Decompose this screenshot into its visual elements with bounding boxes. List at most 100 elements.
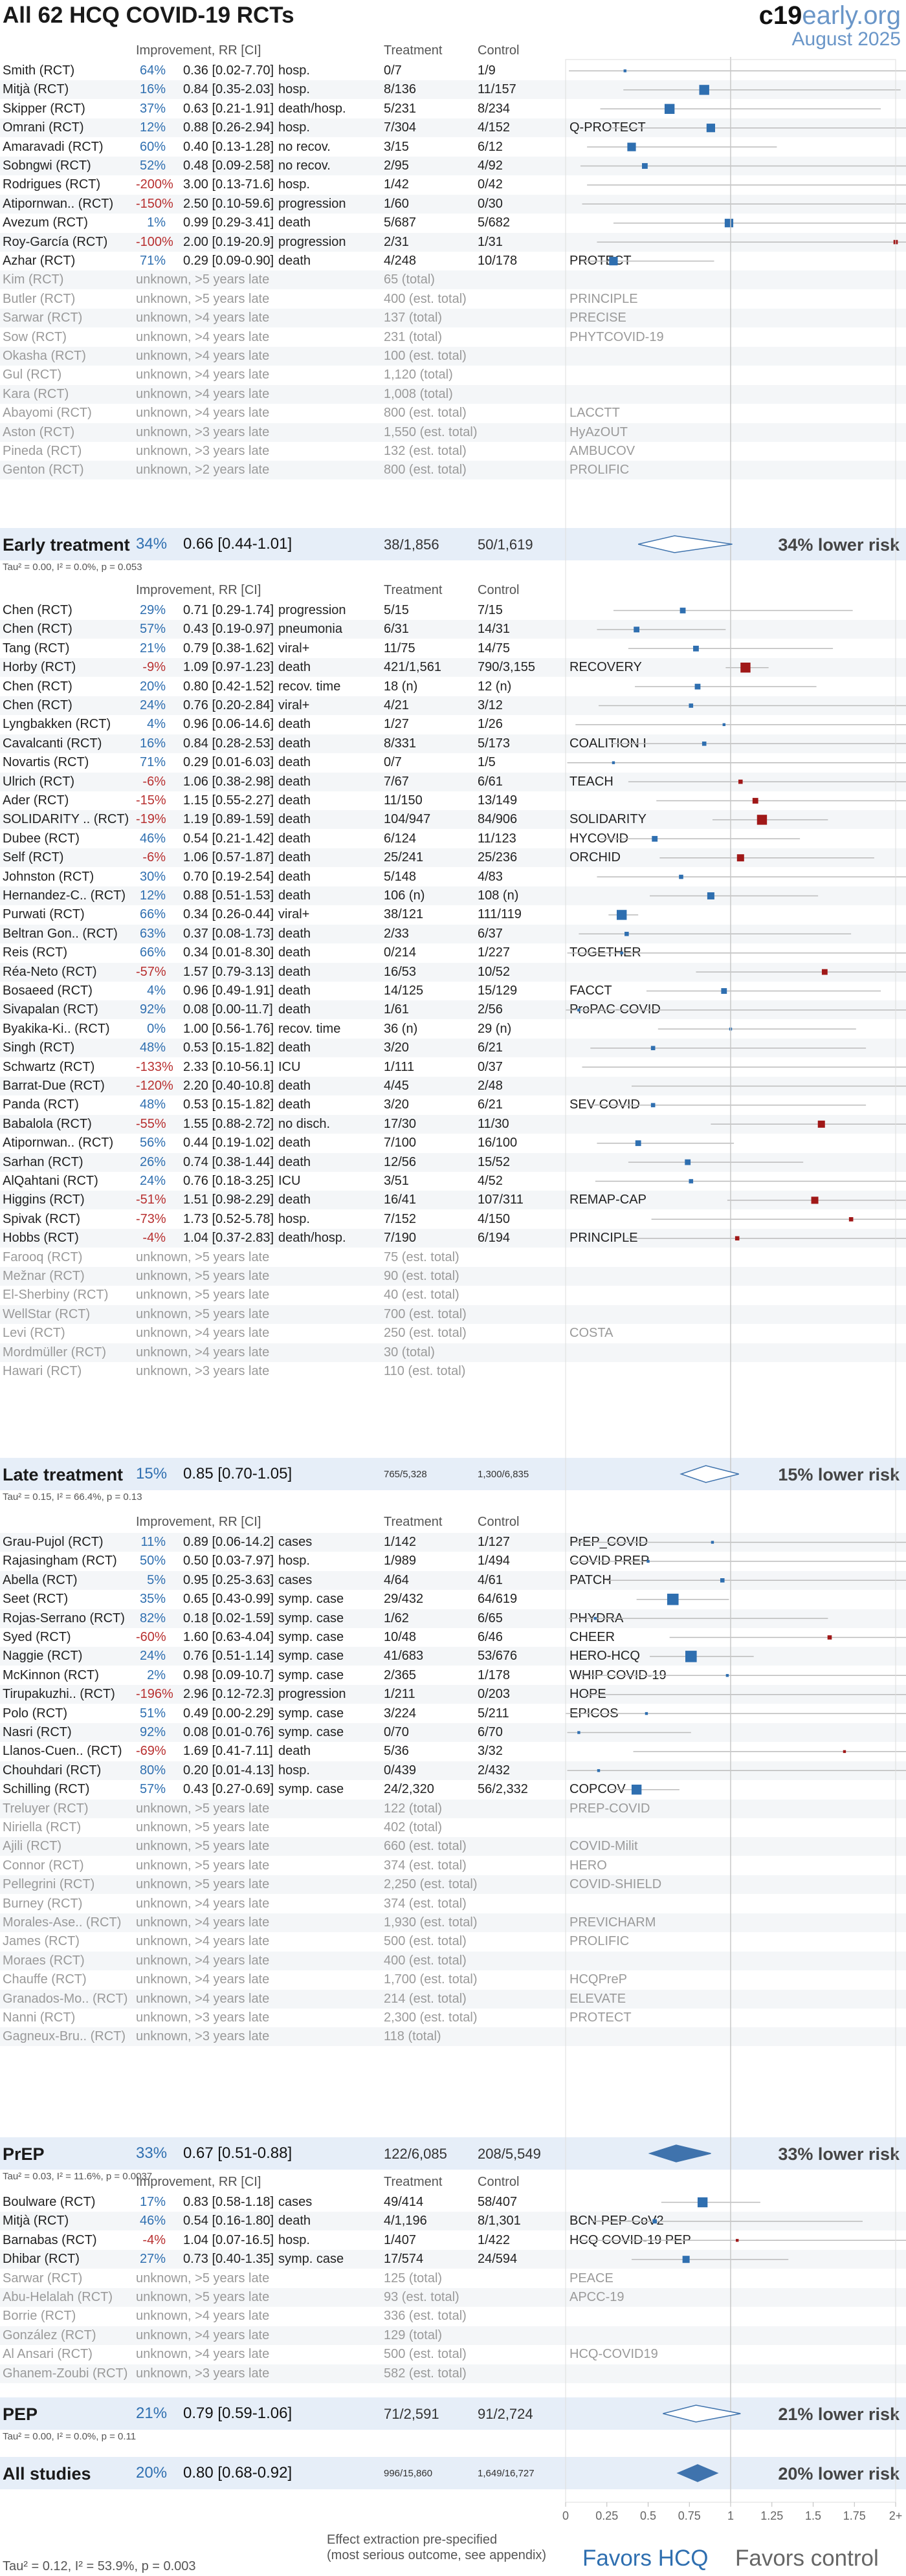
pending-study-row[interactable]: James (RCT) unknown, >4 years late 500 (es…	[0, 1932, 906, 1951]
pending-study-row[interactable]: Nanni (RCT) unknown, >3 years late 2,300 (…	[0, 2009, 906, 2027]
pending-study-row[interactable]: Levi (RCT) unknown, >4 years late 250 (est…	[0, 1324, 906, 1343]
study-row[interactable]: Seet (RCT) 35% 0.65 [0.43-0.99] symp. case 2…	[0, 1590, 906, 1609]
control-count: 5/682	[478, 215, 511, 230]
pending-study-row[interactable]: Connor (RCT) unknown, >5 years late 374 (e…	[0, 1856, 906, 1875]
pending-study-row[interactable]: Genton (RCT) unknown, >2 years late 800 (e…	[0, 461, 906, 480]
pending-study-row[interactable]: Sarwar (RCT) unknown, >5 years late 125 (t…	[0, 2269, 906, 2288]
study-row[interactable]: Ader (RCT) -15% 1.15 [0.55-2.27] death 11/15…	[0, 791, 906, 810]
pending-study-row[interactable]: Granados-Mo.. (RCT) unknown, >4 years lat…	[0, 1989, 906, 2009]
study-name: Rajasingham (RCT)	[3, 1554, 117, 1569]
study-row[interactable]: Azhar (RCT) 71% 0.29 [0.09-0.90] death 4/248…	[0, 252, 906, 270]
study-row[interactable]: Llanos-Cuen.. (RCT) -69% 1.69 [0.41-7.11] d…	[0, 1742, 906, 1761]
pending-study-row[interactable]: Burney (RCT) unknown, >4 years late 374 (e…	[0, 1895, 906, 1913]
trial-acronym: TEACH	[569, 774, 613, 789]
outcome-label: death	[278, 1154, 311, 1169]
pending-study-row[interactable]: Mordmüller (RCT) unknown, >4 years late 30…	[0, 1343, 906, 1362]
pending-study-row[interactable]: Borrie (RCT) unknown, >4 years late 336 (e…	[0, 2307, 906, 2326]
pending-study-row[interactable]: Pineda (RCT) unknown, >3 years late 132 (e…	[0, 442, 906, 461]
pending-study-row[interactable]: Chauffe (RCT) unknown, >4 years late 1,700…	[0, 1970, 906, 1989]
study-row[interactable]: Polo (RCT) 51% 0.49 [0.00-2.29] symp. case 3…	[0, 1704, 906, 1723]
study-row[interactable]: Schwartz (RCT) -133% 2.33 [0.10-56.1] ICU 1/…	[0, 1058, 906, 1077]
summary-diamond	[648, 2144, 711, 2163]
pending-study-row[interactable]: Gul (RCT) unknown, >4 years late 1,120 (to…	[0, 366, 906, 384]
pending-study-row[interactable]: Sow (RCT) unknown, >4 years late 231 (tota…	[0, 328, 906, 347]
study-row[interactable]: Sarhan (RCT) 26% 0.74 [0.38-1.44] death 12/5…	[0, 1152, 906, 1172]
control-count: 8/1,301	[478, 2214, 521, 2229]
study-row[interactable]: Nasri (RCT) 92% 0.08 [0.01-0.76] symp. case…	[0, 1723, 906, 1742]
study-row[interactable]: Chen (RCT) 29% 0.71 [0.29-1.74] progression…	[0, 601, 906, 620]
rr-ci-value: 0.76 [0.18-3.25]	[183, 1174, 274, 1188]
study-row[interactable]: Byakika-Ki.. (RCT) 0% 1.00 [0.56-1.76] reco…	[0, 1020, 906, 1039]
header-control: Control	[478, 43, 520, 58]
pending-study-row[interactable]: Ghanem-Zoubi (RCT) unknown, >3 years late…	[0, 2364, 906, 2383]
brand-logo[interactable]: c19early.org	[759, 1, 901, 30]
study-row[interactable]: Tirupakuzhi.. (RCT) -196% 2.96 [0.12-72.3]…	[0, 1685, 906, 1704]
pending-study-row[interactable]: Pellegrini (RCT) unknown, >5 years late 2,…	[0, 1875, 906, 1895]
study-row[interactable]: Spivak (RCT) -73% 1.73 [0.52-5.78] hosp. 7/1…	[0, 1210, 906, 1229]
pending-study-row[interactable]: El-Sherbiny (RCT) unknown, >5 years late 4…	[0, 1286, 906, 1305]
study-row[interactable]: Singh (RCT) 48% 0.53 [0.15-1.82] death 3/20 6…	[0, 1039, 906, 1058]
pending-study-row[interactable]: Niriella (RCT) unknown, >5 years late 402 …	[0, 1818, 906, 1837]
study-name: Granados-Mo.. (RCT)	[3, 1991, 128, 2006]
study-row[interactable]: Johnston (RCT) 30% 0.70 [0.19-2.54] death 5/…	[0, 868, 906, 886]
trial-acronym: RECOVERY	[569, 660, 642, 675]
pending-study-row[interactable]: Abu-Helalah (RCT) unknown, >5 years late 9…	[0, 2288, 906, 2307]
status-text: unknown, >4 years late	[136, 368, 270, 382]
summary-treatment: 38/1,856	[384, 536, 439, 553]
study-row[interactable]: SOLIDARITY .. (RCT) -19% 1.19 [0.89-1.59] d…	[0, 810, 906, 830]
study-row[interactable]: Atipornwan.. (RCT) 56% 0.44 [0.19-1.02] dea…	[0, 1134, 906, 1152]
rr-ci-value: 0.71 [0.29-1.74]	[183, 603, 274, 617]
study-row[interactable]: Schilling (RCT) 57% 0.43 [0.27-0.69] symp. …	[0, 1780, 906, 1799]
study-row[interactable]: Cavalcanti (RCT) 16% 0.84 [0.28-2.53] death…	[0, 734, 906, 753]
pending-study-row[interactable]: Mežnar (RCT) unknown, >5 years late 90 (es…	[0, 1267, 906, 1286]
pending-study-row[interactable]: Morales-Ase.. (RCT) unknown, >4 years lat…	[0, 1913, 906, 1932]
pending-study-row[interactable]: Gagneux-Bru.. (RCT) unknown, >3 years lat…	[0, 2027, 906, 2047]
study-row[interactable]: Syed (RCT) -60% 1.60 [0.63-4.04] symp. case…	[0, 1628, 906, 1647]
effect-marker	[685, 1159, 691, 1165]
pending-study-row[interactable]: Okasha (RCT) unknown, >4 years late 100 (e…	[0, 347, 906, 366]
study-row[interactable]: Smith (RCT) 64% 0.36 [0.02-7.70] hosp. 0/7 1/…	[0, 61, 906, 80]
pending-study-row[interactable]: Aston (RCT) unknown, >3 years late 1,550 (…	[0, 423, 906, 442]
pending-study-row[interactable]: Butler (RCT) unknown, >5 years late 400 (e…	[0, 290, 906, 309]
pending-study-row[interactable]: Kim (RCT) unknown, >5 years late 65 (total…	[0, 270, 906, 290]
study-row[interactable]: Avezum (RCT) 1% 0.99 [0.29-3.41] death 5/687…	[0, 214, 906, 232]
study-row[interactable]: Lyngbakken (RCT) 4% 0.96 [0.06-14.6] death 1…	[0, 715, 906, 734]
study-row[interactable]: Purwati (RCT) 66% 0.34 [0.26-0.44] viral+ 38…	[0, 905, 906, 924]
study-row[interactable]: Skipper (RCT) 37% 0.63 [0.21-1.91] death/ho…	[0, 100, 906, 118]
study-row[interactable]: Bosaeed (RCT) 4% 0.96 [0.49-1.91] death 14/1…	[0, 982, 906, 1000]
treatment-count: 118 (total)	[384, 2029, 441, 2044]
pending-study-row[interactable]: WellStar (RCT) unknown, >5 years late 700 …	[0, 1305, 906, 1324]
pending-study-row[interactable]: Farooq (RCT) unknown, >5 years late 75 (es…	[0, 1248, 906, 1267]
study-row[interactable]: Rodrigues (RCT) -200% 3.00 [0.13-71.6] hosp…	[0, 175, 906, 194]
study-name: Butler (RCT)	[3, 291, 76, 306]
pending-study-row[interactable]: Kara (RCT) unknown, >4 years late 1,008 (t…	[0, 384, 906, 404]
status-text: unknown, >4 years late	[136, 1953, 270, 1968]
pending-study-row[interactable]: Abayomi (RCT) unknown, >4 years late 800 (…	[0, 404, 906, 423]
study-row[interactable]: Boulware (RCT) 17% 0.83 [0.58-1.18] cases 49…	[0, 2193, 906, 2212]
improvement-value: 16%	[139, 82, 166, 97]
study-row[interactable]: Dubee (RCT) 46% 0.54 [0.21-1.42] death 6/124…	[0, 830, 906, 848]
pending-study-row[interactable]: Sarwar (RCT) unknown, >4 years late 137 (t…	[0, 309, 906, 328]
group-summary-row: PrEP 33% 0.67 [0.51-0.88] 122/6,085 208/5,54…	[0, 2137, 906, 2170]
study-row[interactable]: McKinnon (RCT) 2% 0.98 [0.09-10.7] symp. ca…	[0, 1666, 906, 1685]
study-row[interactable]: Tang (RCT) 21% 0.79 [0.38-1.62] viral+ 11/75…	[0, 639, 906, 658]
pending-study-row[interactable]: González (RCT) unknown, >4 years late 129 …	[0, 2326, 906, 2345]
pending-study-row[interactable]: Treluyer (RCT) unknown, >5 years late 122 …	[0, 1799, 906, 1818]
pending-study-row[interactable]: Al Ansari (RCT) unknown, >4 years late 500…	[0, 2345, 906, 2364]
pending-study-row[interactable]: Hawari (RCT) unknown, >3 years late 110 (e…	[0, 1362, 906, 1381]
study-row[interactable]: Naggie (RCT) 24% 0.76 [0.51-1.14] symp. cas…	[0, 1647, 906, 1666]
outcome-label: symp. case	[278, 1611, 344, 1625]
pending-study-row[interactable]: Moraes (RCT) unknown, >4 years late 400 (e…	[0, 1951, 906, 1970]
study-row[interactable]: Chen (RCT) 57% 0.43 [0.19-0.97] pneumonia 6/…	[0, 620, 906, 639]
study-row[interactable]: AlQahtani (RCT) 24% 0.76 [0.18-3.25] ICU 3/5…	[0, 1172, 906, 1191]
pending-study-row[interactable]: Ajili (RCT) unknown, >5 years late 660 (es…	[0, 1837, 906, 1856]
study-name: Ulrich (RCT)	[3, 774, 75, 789]
treatment-count: 4/64	[384, 1572, 409, 1587]
study-row[interactable]: Amaravadi (RCT) 60% 0.40 [0.13-1.28] no rec…	[0, 138, 906, 157]
study-name: Mordmüller (RCT)	[3, 1345, 106, 1360]
study-row[interactable]: Babalola (RCT) -55% 1.55 [0.88-2.72] no dis…	[0, 1114, 906, 1134]
study-row[interactable]: Chen (RCT) 20% 0.80 [0.42-1.52] recov. time…	[0, 677, 906, 696]
brand-name: c19	[758, 1, 802, 30]
study-row[interactable]: Panda (RCT) 48% 0.53 [0.15-1.82] death 3/20 6…	[0, 1095, 906, 1114]
study-row[interactable]: Novartis (RCT) 71% 0.29 [0.01-6.03] death 0/…	[0, 753, 906, 772]
